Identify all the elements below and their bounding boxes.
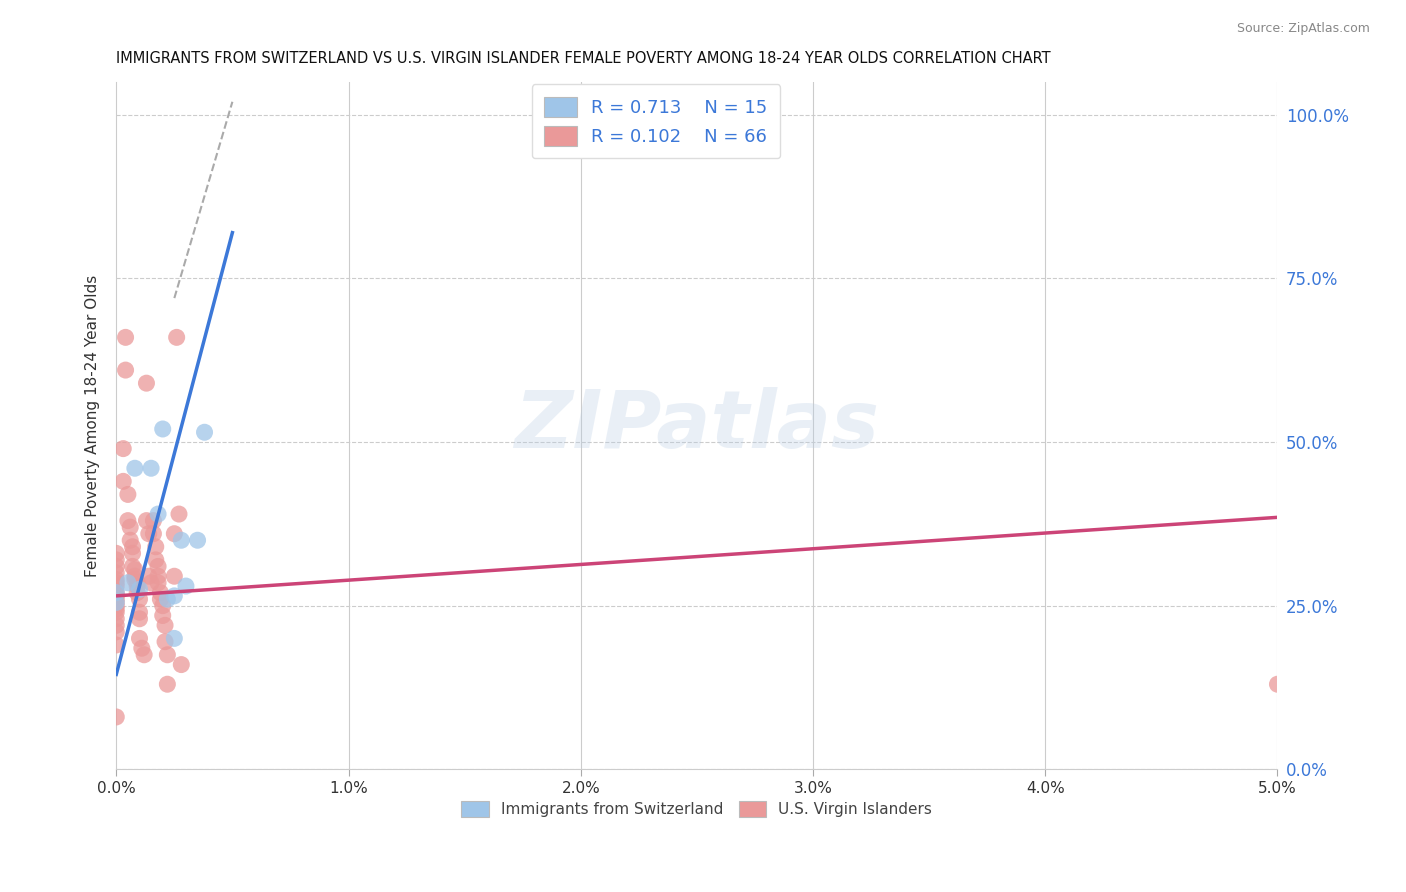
Point: [145, 540, 167, 554]
Point: [139, 575, 162, 590]
Point: [124, 563, 146, 577]
Point: [105, 546, 128, 560]
Point: [152, 608, 174, 623]
Point: [142, 514, 165, 528]
Point: [163, 526, 186, 541]
Point: [105, 553, 128, 567]
Point: [120, 520, 142, 534]
Point: [105, 585, 128, 599]
Point: [105, 573, 128, 587]
Point: [105, 612, 128, 626]
Point: [121, 540, 143, 554]
Point: [124, 573, 146, 587]
Point: [135, 376, 157, 391]
Point: [131, 641, 153, 656]
Point: [120, 533, 142, 548]
Point: [156, 648, 179, 662]
Point: [170, 533, 193, 548]
Point: [138, 526, 160, 541]
Point: [170, 657, 193, 672]
Point: [105, 599, 128, 613]
Point: [105, 592, 128, 607]
Point: [128, 592, 150, 607]
Point: [149, 585, 172, 599]
Point: [121, 546, 143, 560]
Point: [167, 507, 190, 521]
Point: [105, 602, 128, 616]
Point: [156, 592, 179, 607]
Point: [142, 526, 165, 541]
Text: Source: ZipAtlas.com: Source: ZipAtlas.com: [1237, 22, 1371, 36]
Point: [112, 475, 135, 489]
Point: [105, 589, 128, 603]
Point: [146, 569, 169, 583]
Point: [105, 566, 128, 580]
Point: [112, 442, 135, 456]
Point: [105, 559, 128, 574]
Point: [153, 634, 176, 648]
Point: [124, 569, 146, 583]
Legend: Immigrants from Switzerland, U.S. Virgin Islanders: Immigrants from Switzerland, U.S. Virgin…: [456, 795, 938, 823]
Point: [105, 579, 128, 593]
Point: [146, 575, 169, 590]
Point: [117, 514, 139, 528]
Point: [166, 330, 188, 344]
Point: [145, 553, 167, 567]
Point: [163, 589, 186, 603]
Point: [105, 618, 128, 632]
Point: [135, 514, 157, 528]
Point: [174, 579, 197, 593]
Point: [163, 632, 186, 646]
Point: [105, 585, 128, 599]
Point: [149, 592, 172, 607]
Point: [128, 582, 150, 597]
Point: [105, 595, 128, 609]
Point: [121, 559, 143, 574]
Point: [152, 422, 174, 436]
Point: [128, 612, 150, 626]
Point: [117, 575, 139, 590]
Point: [114, 330, 136, 344]
Point: [124, 461, 146, 475]
Point: [105, 605, 128, 619]
Point: [105, 638, 128, 652]
Point: [187, 533, 209, 548]
Point: [139, 461, 162, 475]
Point: [138, 569, 160, 583]
Point: [127, 585, 149, 599]
Point: [156, 677, 179, 691]
Y-axis label: Female Poverty Among 18-24 Year Olds: Female Poverty Among 18-24 Year Olds: [86, 275, 100, 577]
Point: [146, 559, 169, 574]
Point: [105, 710, 128, 724]
Point: [1267, 677, 1289, 691]
Point: [128, 605, 150, 619]
Point: [146, 507, 169, 521]
Point: [105, 575, 128, 590]
Point: [163, 569, 186, 583]
Point: [152, 599, 174, 613]
Point: [193, 425, 215, 440]
Point: [105, 595, 128, 609]
Text: ZIPatlas: ZIPatlas: [515, 387, 879, 465]
Point: [117, 487, 139, 501]
Point: [127, 579, 149, 593]
Point: [105, 624, 128, 639]
Point: [153, 618, 176, 632]
Point: [114, 363, 136, 377]
Text: IMMIGRANTS FROM SWITZERLAND VS U.S. VIRGIN ISLANDER FEMALE POVERTY AMONG 18-24 Y: IMMIGRANTS FROM SWITZERLAND VS U.S. VIRG…: [117, 51, 1050, 66]
Point: [134, 648, 156, 662]
Point: [127, 575, 149, 590]
Point: [128, 632, 150, 646]
